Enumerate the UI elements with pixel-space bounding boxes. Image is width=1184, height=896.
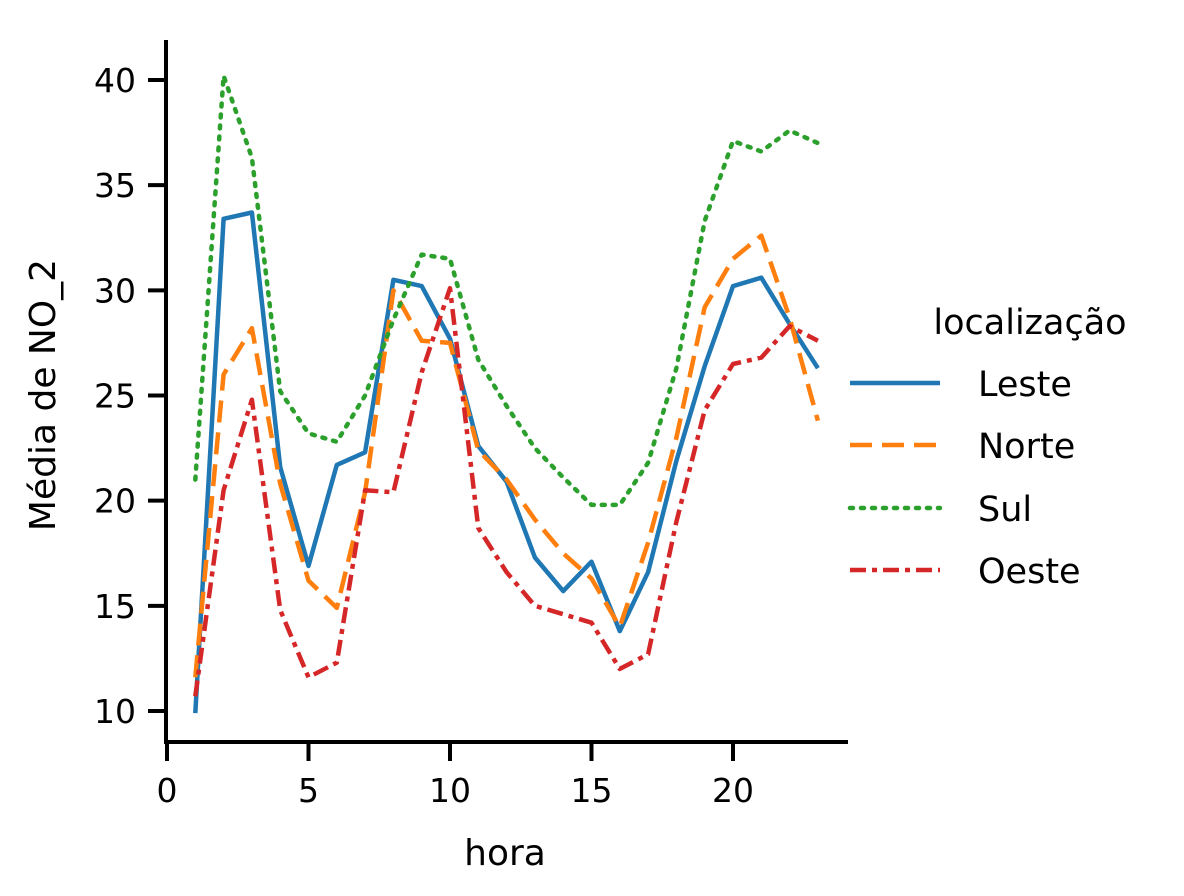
x-tick-label: 20	[712, 771, 754, 810]
legend-item-norte: Norte	[850, 427, 1075, 467]
series-line-leste	[193, 210, 820, 714]
plot-area	[193, 73, 821, 714]
y-tick-label: 35	[94, 166, 136, 205]
y-axis-ticks: 10 15 20 25 30 35 40	[94, 61, 166, 731]
legend-item-sul: Sul	[847, 490, 1032, 530]
legend-label: Leste	[978, 365, 1072, 405]
x-axis-ticks: 0 5 10 15 20	[157, 742, 754, 810]
y-tick-label: 25	[94, 377, 136, 416]
y-tick-label: 10	[94, 692, 136, 731]
x-tick-label: 10	[429, 771, 471, 810]
legend-label: Oeste	[978, 552, 1081, 592]
axes: 10 15 20 25 30 35 40 0 5 10 15 20	[94, 40, 848, 810]
legend-item-leste: Leste	[850, 365, 1072, 405]
legend-title: localização	[933, 303, 1126, 343]
x-tick-label: 15	[571, 771, 613, 810]
legend-label: Norte	[978, 427, 1075, 467]
y-tick-label: 30	[94, 271, 136, 310]
series-line-norte	[193, 233, 821, 678]
x-tick-label: 0	[157, 771, 178, 810]
y-tick-label: 15	[94, 587, 136, 626]
y-tick-label: 40	[94, 61, 136, 100]
y-tick-label: 20	[94, 482, 136, 521]
x-tick-label: 5	[298, 771, 319, 810]
y-axis-label: Média de NO_2	[23, 259, 64, 531]
x-axis-label: hora	[464, 833, 546, 874]
legend: localização Leste Norte Sul Oeste	[847, 303, 1127, 592]
legend-label: Sul	[978, 490, 1032, 530]
series-line-oeste	[193, 285, 819, 697]
legend-item-oeste: Oeste	[850, 552, 1081, 592]
series-line-sul	[193, 73, 821, 508]
